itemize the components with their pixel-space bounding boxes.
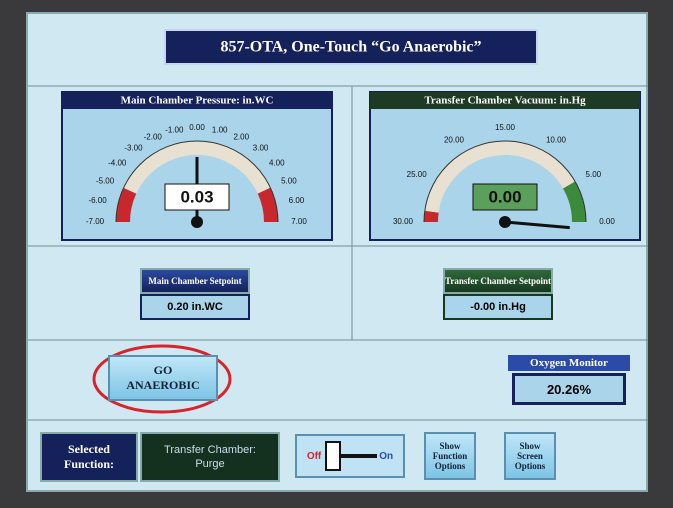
gauge-tick-label: 5.00: [281, 176, 297, 185]
switch-handle: [325, 441, 341, 471]
gauge-tick-label: -2.00: [144, 132, 163, 141]
oxygen-monitor-label: Oxygen Monitor: [508, 355, 630, 371]
gauge-tick-label: 4.00: [269, 159, 285, 168]
gauge-tick-label: 1.00: [212, 125, 228, 134]
gauge-tick-label: 0.00: [189, 123, 205, 132]
switch-on-label: On: [379, 451, 393, 462]
setpoint-label: Transfer Chamber Setpoint: [443, 268, 553, 294]
gauge-tick-label: 25.00: [407, 170, 428, 179]
gauge-tick-label: -6.00: [88, 196, 107, 205]
gauge-band: [431, 212, 432, 222]
gauge-tick-label: 10.00: [546, 136, 567, 145]
page: 857-OTA, One-Touch “Go Anaerobic” Main C…: [0, 0, 673, 508]
gauge-hub: [191, 216, 203, 228]
gauge-hub: [499, 216, 511, 228]
gauge-band: [123, 191, 130, 222]
switch-off-label: Off: [307, 451, 321, 462]
show-function-options-button[interactable]: Show Function Options: [424, 432, 476, 480]
gauge-band: [264, 191, 271, 222]
gauge-tick-label: 3.00: [253, 144, 269, 153]
gauge-tick-label: 6.00: [289, 196, 305, 205]
title: 857-OTA, One-Touch “Go Anaerobic”: [220, 39, 481, 56]
gauge-tick-label: 5.00: [586, 170, 602, 179]
gauge-tick-label: 15.00: [495, 123, 516, 132]
setpoint-value[interactable]: 0.20 in.WC: [140, 294, 250, 320]
show-screen-options-button[interactable]: Show Screen Options: [504, 432, 556, 480]
gauge-title: Main Chamber Pressure: in.WC: [121, 95, 274, 107]
gauge-tick-label: -3.00: [124, 144, 143, 153]
gauge-tick-label: 20.00: [444, 136, 465, 145]
gauge-tick-label: 0.00: [599, 217, 615, 226]
gauge-tick-label: -4.00: [108, 159, 127, 168]
gauge-tick-label: 7.00: [291, 217, 307, 226]
gauge-reading: 0.03: [180, 187, 213, 206]
selected-function-value: Transfer Chamber: Purge: [140, 432, 280, 482]
gauge-title: Transfer Chamber Vacuum: in.Hg: [424, 95, 586, 107]
gauge-tick-label: -7.00: [86, 217, 105, 226]
setpoint-value[interactable]: -0.00 in.Hg: [443, 294, 553, 320]
gauge-reading: 0.00: [488, 187, 521, 206]
go-anaerobic-button[interactable]: GO ANAEROBIC: [108, 355, 218, 401]
setpoint-label: Main Chamber Setpoint: [140, 268, 250, 294]
selected-function-label: Selected Function:: [40, 432, 138, 482]
gauge-tick-label: 2.00: [233, 132, 249, 141]
gauge-tick-label: -1.00: [165, 125, 184, 134]
switch[interactable]: Off On: [295, 434, 405, 478]
switch-track: [341, 454, 377, 458]
gauge-tick-label: -5.00: [96, 176, 115, 185]
gauge-tick-label: 30.00: [393, 217, 414, 226]
oxygen-monitor-value: 20.26%: [512, 373, 626, 405]
